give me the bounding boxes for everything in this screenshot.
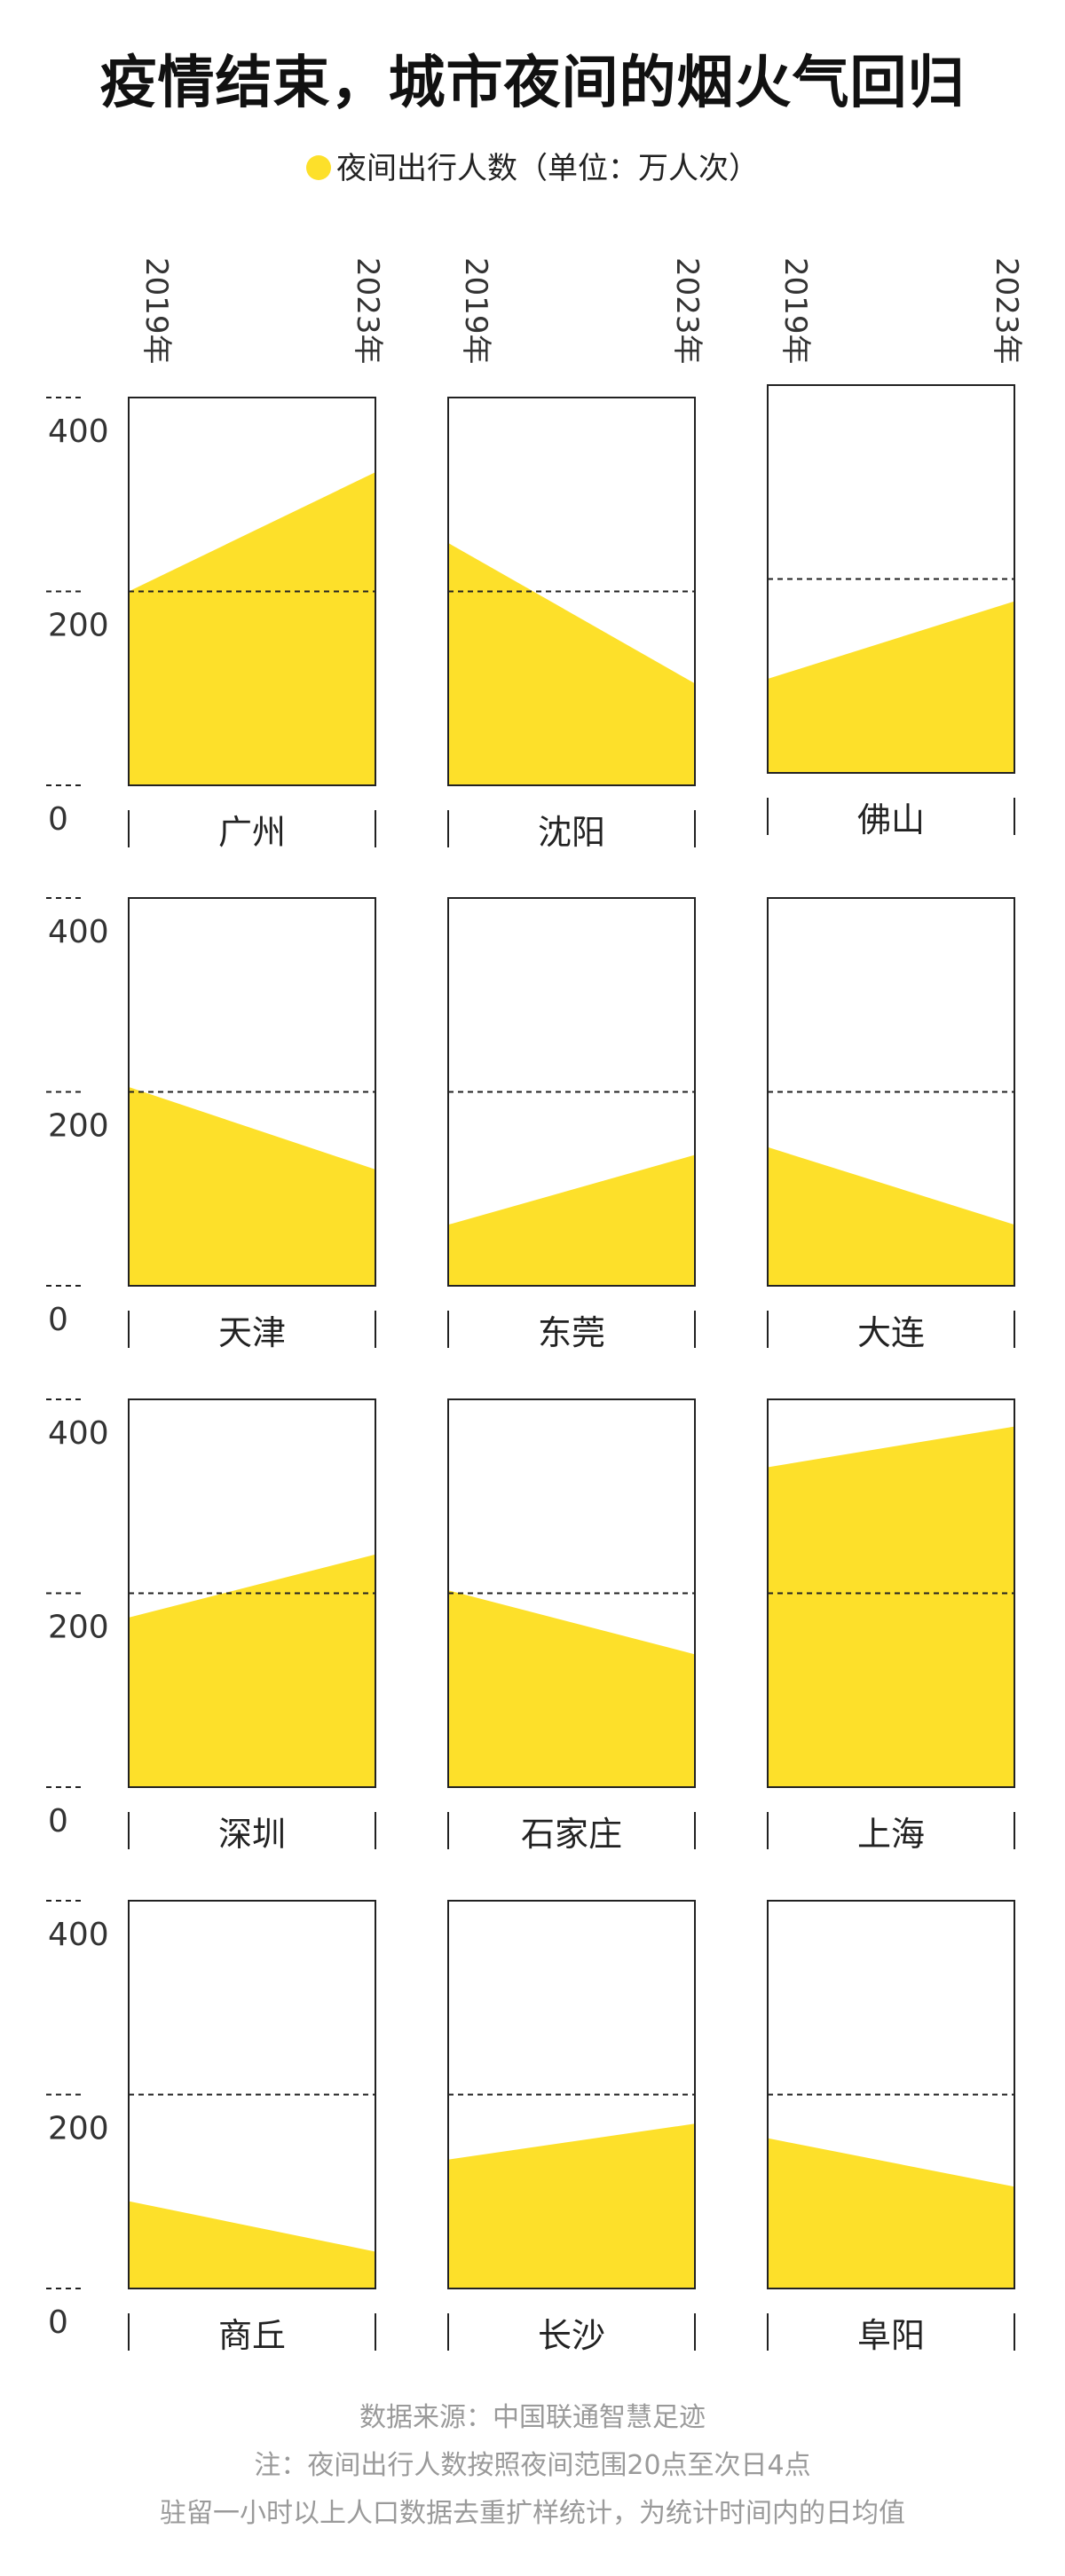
city-11-area bbox=[448, 2123, 695, 2288]
year-label-2019: 2019年 bbox=[777, 257, 813, 365]
footer-note-1: 注：夜间出行人数按照夜间范围20点至次日4点 bbox=[254, 2450, 811, 2481]
city-5-name: 东莞 bbox=[538, 1313, 605, 1352]
year-label-2019: 2019年 bbox=[458, 257, 493, 365]
y-tick-label-400: 400 bbox=[48, 1917, 109, 1953]
legend-label: 夜间出行人数（单位：万人次） bbox=[336, 151, 759, 186]
city-4-frame bbox=[128, 897, 376, 1287]
city-2-area bbox=[448, 542, 695, 785]
year-label-2023: 2023年 bbox=[669, 257, 705, 365]
city-7-area bbox=[129, 1554, 375, 1787]
y-tick-label-0: 0 bbox=[48, 2304, 68, 2341]
chart-title: 疫情结束，城市夜间的烟火气回归 bbox=[99, 51, 966, 116]
city-6-name: 大连 bbox=[857, 1313, 925, 1352]
y-tick-label-200: 200 bbox=[48, 2111, 109, 2147]
city-1-area bbox=[129, 472, 375, 785]
city-8-area bbox=[448, 1590, 695, 1787]
city-8-name: 石家庄 bbox=[521, 1815, 622, 1854]
city-6-area bbox=[768, 1146, 1014, 1286]
city-1-frame bbox=[128, 397, 376, 786]
city-9-name: 上海 bbox=[857, 1815, 925, 1854]
city-2-name: 沈阳 bbox=[538, 813, 605, 852]
y-tick-label-400: 400 bbox=[48, 1415, 109, 1452]
city-11-frame bbox=[447, 1900, 696, 2289]
footer-source: 数据来源：中国联通智慧足迹 bbox=[359, 2402, 706, 2433]
city-7-frame bbox=[128, 1398, 376, 1788]
legend: 夜间出行人数（单位：万人次） bbox=[0, 144, 1065, 187]
city-3-area bbox=[768, 601, 1014, 773]
footer-note-2: 驻留一小时以上人口数据去重扩样统计，为统计时间内的日均值 bbox=[160, 2498, 905, 2529]
city-2-frame bbox=[447, 397, 696, 786]
city-1-name: 广州 bbox=[218, 813, 286, 852]
city-8-frame bbox=[447, 1398, 696, 1788]
city-4-area bbox=[129, 1087, 375, 1286]
y-tick-label-200: 200 bbox=[48, 608, 109, 644]
city-9-frame bbox=[767, 1398, 1015, 1788]
city-12-name: 阜阳 bbox=[857, 2316, 925, 2355]
y-tick-label-0: 0 bbox=[48, 1803, 68, 1839]
city-3-name: 佛山 bbox=[857, 800, 925, 839]
city-12-frame bbox=[767, 1900, 1015, 2289]
year-label-2019: 2019年 bbox=[138, 257, 174, 365]
y-tick-label-0: 0 bbox=[48, 1302, 68, 1338]
y-tick-label-200: 200 bbox=[48, 1610, 109, 1646]
legend-swatch bbox=[306, 155, 331, 180]
year-label-2023: 2023年 bbox=[350, 257, 385, 365]
y-tick-label-400: 400 bbox=[48, 914, 109, 950]
y-tick-label-0: 0 bbox=[48, 801, 68, 838]
city-10-area bbox=[129, 2201, 375, 2288]
city-11-name: 长沙 bbox=[538, 2316, 605, 2355]
city-7-name: 深圳 bbox=[218, 1815, 286, 1854]
city-9-area bbox=[768, 1426, 1014, 1787]
city-5-frame bbox=[447, 897, 696, 1287]
city-12-area bbox=[768, 2138, 1014, 2288]
footer: 数据来源：中国联通智慧足迹 注：夜间出行人数按照夜间范围20点至次日4点 驻留一… bbox=[0, 2394, 1065, 2538]
city-3-frame bbox=[767, 384, 1015, 774]
y-tick-label-200: 200 bbox=[48, 1108, 109, 1145]
year-label-2023: 2023年 bbox=[989, 257, 1024, 365]
city-10-name: 商丘 bbox=[218, 2316, 286, 2355]
city-4-name: 天津 bbox=[218, 1313, 286, 1352]
city-10-frame bbox=[128, 1900, 376, 2289]
city-6-frame bbox=[767, 897, 1015, 1287]
y-tick-label-400: 400 bbox=[48, 414, 109, 450]
city-5-area bbox=[448, 1154, 695, 1286]
